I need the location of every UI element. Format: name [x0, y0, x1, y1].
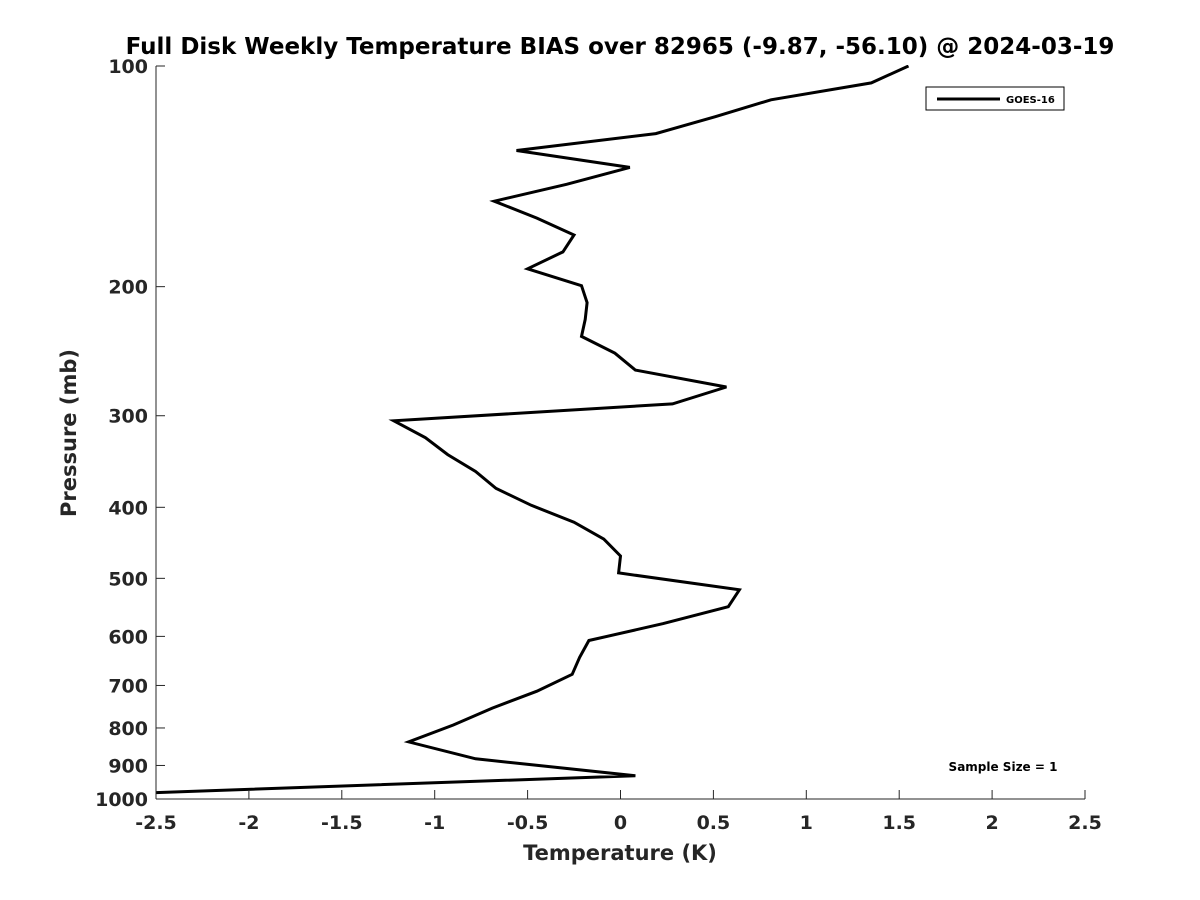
x-tick-label: -2.5: [135, 812, 177, 834]
x-tick-label: -0.5: [507, 812, 549, 834]
y-tick-label: 700: [108, 675, 148, 697]
y-tick-label: 300: [108, 406, 148, 428]
legend: GOES-16: [925, 86, 1065, 111]
chart-title: Full Disk Weekly Temperature BIAS over 8…: [126, 34, 1115, 60]
x-tick-label: 2: [985, 812, 998, 834]
y-tick-label: 1000: [95, 789, 148, 811]
y-tick-label: 600: [108, 626, 148, 648]
x-tick-label: 1.5: [882, 812, 916, 834]
x-tick-label: 0.5: [697, 812, 731, 834]
x-tick-label: 0: [614, 812, 627, 834]
x-tick-label: 1: [800, 812, 813, 834]
legend-label-goes-16: GOES-16: [1006, 95, 1055, 106]
plot-area: [155, 65, 1085, 800]
y-tick-label: 800: [108, 718, 148, 740]
y-tick-label: 100: [108, 56, 148, 78]
x-axis-label: Temperature (K): [523, 841, 717, 865]
y-tick-label: 200: [108, 277, 148, 299]
y-tick-label: 500: [108, 568, 148, 590]
y-tick-label: 900: [108, 755, 148, 777]
y-tick-label: 400: [108, 497, 148, 519]
sample-size-note: Sample Size = 1: [949, 760, 1058, 774]
x-tick-label: 2.5: [1068, 812, 1102, 834]
series-line-goes-16: [155, 65, 910, 795]
x-tick-label: -2: [238, 812, 259, 834]
y-axis-label: Pressure (mb): [57, 349, 81, 517]
y-axis: 100 200 300 400 500 600 700 800 900 1000: [95, 56, 165, 811]
x-tick-label: -1: [424, 812, 445, 834]
x-tick-label: -1.5: [321, 812, 363, 834]
x-axis: -2.5 -2 -1.5 -1 -0.5 0 0.5 1 1.5 2 2.5: [135, 790, 1102, 834]
